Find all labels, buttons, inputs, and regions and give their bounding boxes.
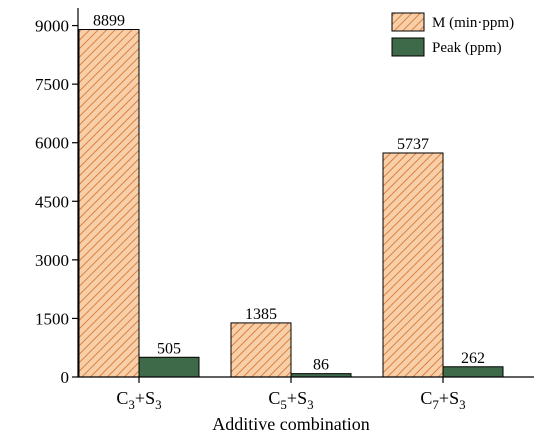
data-label-peak-0: 505 — [157, 340, 181, 357]
x-axis-title: Additive combination — [212, 414, 369, 434]
data-label-m-2: 5737 — [397, 136, 429, 153]
bar-peak-0 — [138, 356, 200, 378]
bar-m-2 — [382, 152, 444, 378]
data-label-m-1: 1385 — [245, 306, 277, 323]
x-tick-label-1: C5+S3 — [268, 388, 313, 412]
bar-m-0 — [78, 29, 140, 378]
x-tick-label-0: C3+S3 — [116, 388, 161, 412]
y-tick-label-1: 1500 — [35, 309, 69, 328]
y-tick-label-3: 4500 — [35, 192, 69, 211]
data-label-peak-2: 262 — [461, 350, 485, 367]
legend-label-peak: Peak (ppm) — [432, 40, 502, 56]
data-label-m-0: 8899 — [93, 13, 125, 30]
y-tick-label-4: 6000 — [35, 134, 69, 153]
data-label-peak-1: 86 — [313, 357, 329, 374]
bar-m-1 — [230, 322, 292, 378]
legend-swatch-peak — [391, 37, 425, 57]
legend-label-m: M (min·ppm) — [432, 15, 514, 31]
x-tick-label-2: C7+S3 — [420, 388, 465, 412]
y-tick-label-6: 9000 — [35, 17, 69, 36]
legend: M (min·ppm) Peak (ppm) — [391, 12, 514, 57]
y-tick-label-5: 7500 — [35, 75, 69, 94]
legend-swatch-m — [391, 12, 425, 32]
bar-peak-2 — [442, 366, 504, 378]
y-tick-label-0: 0 — [61, 368, 70, 387]
plot-area: 8899 505 1385 86 5737 262 0 1500 3000 4500 6000 750… — [35, 8, 534, 412]
y-tick-label-2: 3000 — [35, 251, 69, 270]
